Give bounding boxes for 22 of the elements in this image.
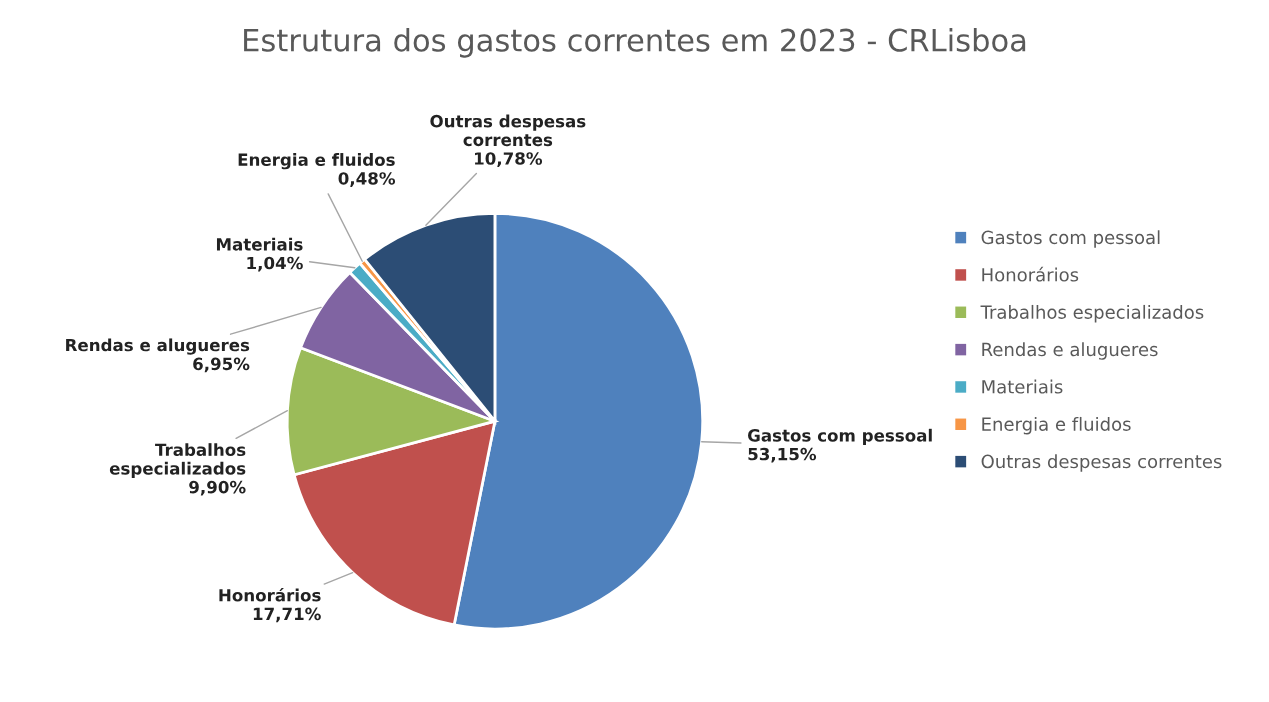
data-label: 1,04% [247,256,303,272]
chart-title: Estrutura dos gastos correntes em 2023 - CRLisboa [244,28,1026,58]
slice-label: Honorários [219,587,321,602]
slice-label: Rendas e alugueres [66,338,250,355]
legend-label: Rendas e alugueres [982,342,1158,360]
data-label: 0,48% [338,172,396,187]
data-label: 6,95% [193,357,250,373]
slice-label: Outras despesas correntes [430,114,586,147]
legend-label: Gastos com pessoal [981,230,1160,248]
legend-label: Outras despesas correntes [981,454,1222,472]
legend-label: Energia e fluidos [982,416,1131,435]
slice-label: Energia e fluidos [238,153,395,170]
slice-label: Trabalhos especializados [109,443,246,478]
legend-label: Materiais [982,379,1063,394]
legend-label: Honorários [982,266,1079,282]
data-label: 10,78% [475,152,543,167]
data-label: 9,90% [189,480,246,496]
legend-label: Trabalhos especializados [980,304,1204,323]
slice-label: Gastos com pessoal [748,428,932,445]
data-label: 53,15% [748,447,817,463]
data-label: 17,71% [253,607,321,623]
slice-label: Materiais [216,237,303,251]
